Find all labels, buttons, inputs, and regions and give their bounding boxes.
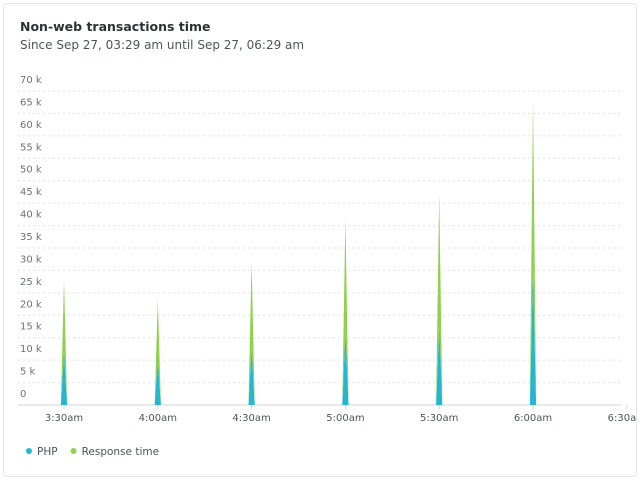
y-tick-label: 15 k — [20, 322, 42, 333]
chart-subtitle: Since Sep 27, 03:29 am until Sep 27, 06:… — [20, 38, 304, 52]
y-tick-label: 30 k — [20, 254, 42, 265]
y-tick-label: 35 k — [20, 232, 42, 243]
legend-swatch — [26, 448, 32, 454]
y-tick-label: 55 k — [20, 142, 42, 153]
y-tick-label: 25 k — [20, 277, 42, 288]
area — [60, 99, 624, 405]
x-tick-label: 6:30am — [608, 413, 636, 424]
legend-swatch — [70, 448, 77, 454]
y-tick-label: 50 k — [20, 165, 42, 176]
x-tick-label: 5:30am — [420, 413, 458, 424]
legend-label: Response time — [82, 446, 160, 458]
y-tick-label: 10 k — [20, 344, 42, 355]
y-tick-label: 40 k — [20, 210, 42, 221]
y-tick-label: 5 k — [20, 367, 36, 378]
y-tick-label: 20 k — [20, 299, 42, 310]
chart: Non-web transactions time Since Sep 27, … — [18, 19, 636, 458]
y-tick-label: 60 k — [20, 120, 42, 131]
y-tick-label: 65 k — [20, 97, 42, 108]
chart-title: Non-web transactions time — [20, 19, 211, 34]
y-tick-label: 45 k — [20, 187, 42, 198]
x-tick-label: 5:00am — [326, 413, 364, 424]
x-tick-label: 4:00am — [139, 413, 177, 424]
legend-label: PHP — [37, 446, 58, 458]
y-tick-label: 0 — [20, 389, 26, 400]
x-tick-label: 6:00am — [514, 413, 552, 424]
chart-card: Non-web transactions time Since Sep 27, … — [3, 3, 637, 477]
x-tick-label: 4:30am — [232, 413, 270, 424]
y-tick-label: 70 k — [20, 75, 42, 86]
x-tick-label: 3:30am — [45, 413, 83, 424]
